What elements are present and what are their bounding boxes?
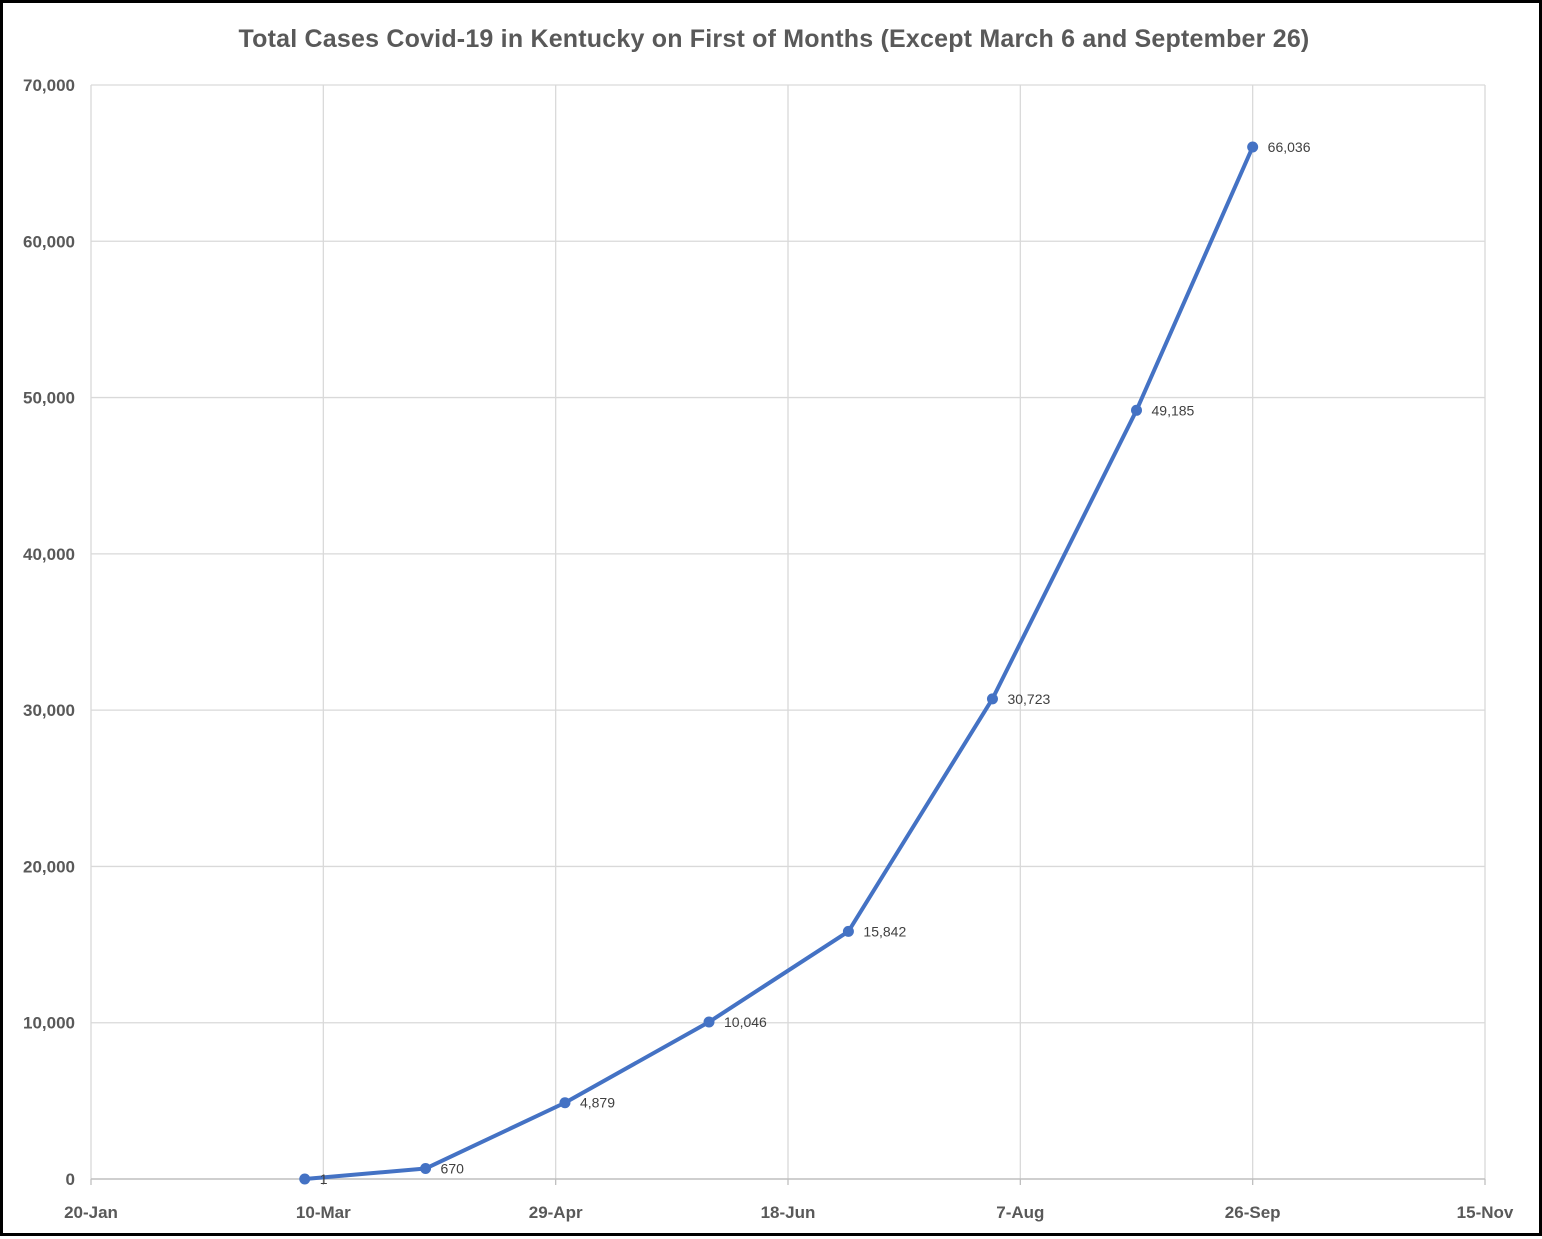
data-label: 15,842 (863, 923, 906, 939)
data-point (420, 1163, 432, 1175)
x-tick-label: 18-Jun (761, 1203, 816, 1222)
data-point (299, 1173, 311, 1185)
x-tick-label: 20-Jan (64, 1203, 118, 1222)
data-point (1131, 404, 1142, 416)
data-label: 1 (320, 1171, 328, 1187)
y-tick-label: 70,000 (23, 76, 75, 95)
data-point (703, 1016, 715, 1028)
data-label: 670 (441, 1161, 465, 1177)
chart-title: Total Cases Covid-19 in Kentucky on Firs… (238, 25, 1310, 53)
data-point (986, 693, 998, 705)
x-tick-label: 15-Nov (1457, 1203, 1514, 1222)
line-chart: 0 10,000 20,000 30,000 40,000 50,000 60,000 70,… (23, 76, 1514, 1222)
data-point (559, 1097, 571, 1109)
data-label: 66,036 (1268, 139, 1311, 155)
data-label: 49,185 (1152, 402, 1195, 418)
y-tick-label: 0 (66, 1170, 75, 1189)
x-tick-label: 29-Apr (529, 1203, 583, 1222)
y-tick-label: 20,000 (23, 857, 75, 876)
x-tick-label: 7-Aug (996, 1203, 1044, 1222)
series-line (302, 144, 1255, 1181)
y-tick-label: 40,000 (23, 545, 75, 564)
x-tick-label: 26-Sep (1225, 1203, 1281, 1222)
x-tick-label: 10-Mar (296, 1203, 351, 1222)
data-label: 10,046 (724, 1014, 767, 1030)
y-tick-label: 10,000 (23, 1014, 75, 1033)
y-tick-label: 50,000 (23, 389, 75, 408)
y-tick-label: 60,000 (23, 232, 75, 251)
data-label: 4,879 (580, 1095, 615, 1111)
data-label: 30,723 (1007, 691, 1050, 707)
data-point (842, 925, 854, 937)
y-tick-label: 30,000 (23, 701, 75, 720)
data-point (1247, 141, 1259, 153)
